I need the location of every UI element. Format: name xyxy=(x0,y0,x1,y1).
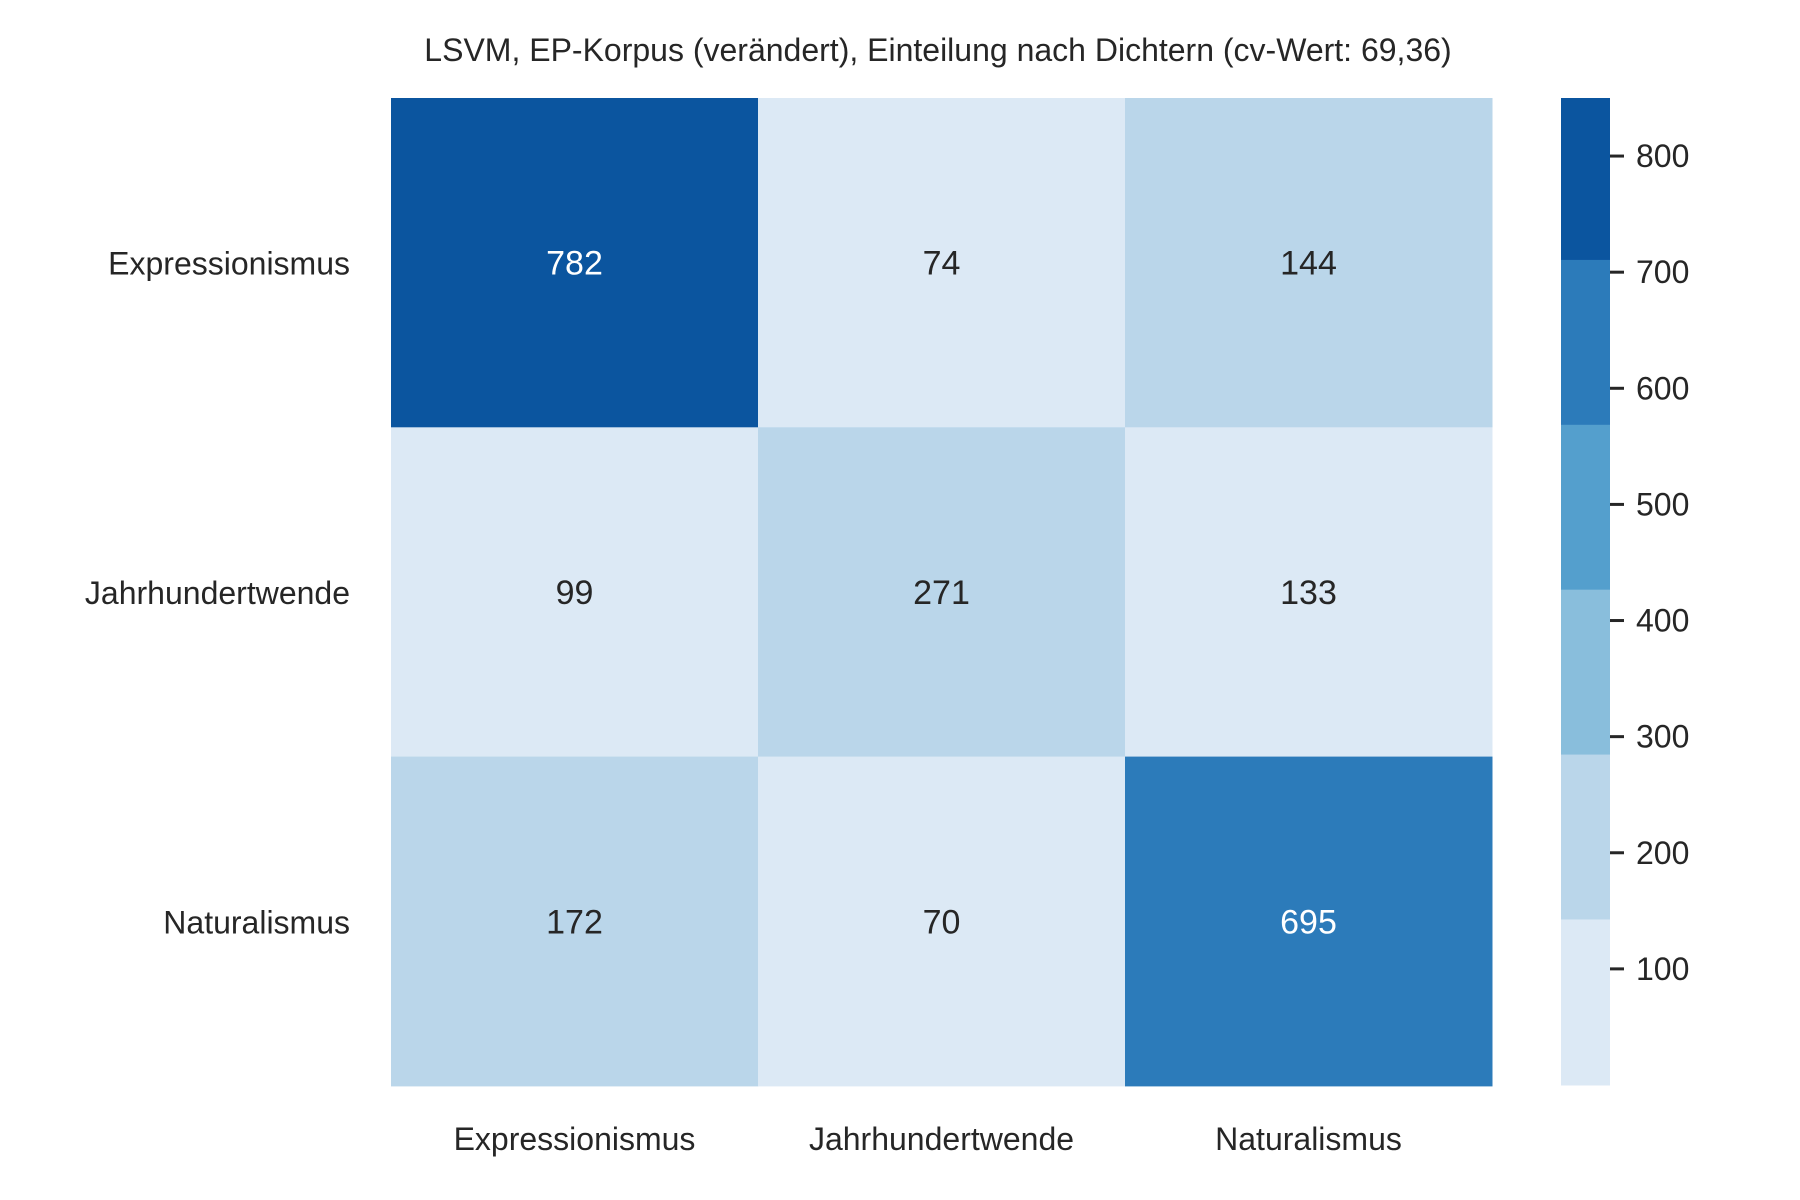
row-tick-label: Jahrhundertwende xyxy=(85,575,350,611)
column-tick-label: Jahrhundertwende xyxy=(809,1121,1074,1157)
row-tick-label: Naturalismus xyxy=(163,904,350,940)
chart-title: LSVM, EP-Korpus (verändert), Einteilung … xyxy=(424,32,1451,68)
cell-value-label: 172 xyxy=(546,903,603,941)
colorbar-tick-label: 100 xyxy=(1636,951,1689,987)
column-tick-label: Naturalismus xyxy=(1215,1121,1402,1157)
column-tick-labels: Expressionismus Jahrhundertwende Naturalis… xyxy=(454,1121,1402,1157)
heatmap-cell xyxy=(758,98,1126,428)
cell-value-label: 133 xyxy=(1280,574,1337,612)
colorbar-tick-label: 500 xyxy=(1636,486,1689,522)
cell-value-label: 70 xyxy=(923,903,961,941)
heatmap-cell xyxy=(1125,756,1493,1087)
colorbar-tick-label: 600 xyxy=(1636,370,1689,406)
column-tick-label: Expressionismus xyxy=(454,1121,696,1157)
cell-value-labels: 782 74 144 99 271 133 172 70 695 xyxy=(546,245,1337,942)
colorbar-band xyxy=(1561,98,1610,260)
cell-value-label: 271 xyxy=(913,574,970,612)
cell-value-label: 74 xyxy=(923,245,961,283)
colorbar-band xyxy=(1561,259,1610,425)
heatmap-cell xyxy=(758,756,1126,1087)
colorbar-tick-label: 400 xyxy=(1636,603,1689,639)
cell-value-label: 695 xyxy=(1280,903,1337,941)
colorbar-band xyxy=(1561,754,1610,920)
row-tick-label: Expressionismus xyxy=(108,246,350,282)
heatmap-cell xyxy=(391,427,759,758)
heatmap-cell xyxy=(1125,98,1493,428)
colorbar: 100 200 300 400 500 600 700 800 xyxy=(1561,98,1689,1086)
heatmap-cell xyxy=(391,756,759,1087)
colorbar-band xyxy=(1561,918,1610,1086)
cell-value-label: 99 xyxy=(556,574,594,612)
heatmap-cell xyxy=(391,98,759,428)
heatmap-cell xyxy=(1125,427,1493,758)
colorbar-band xyxy=(1561,589,1610,755)
heatmap-cells xyxy=(391,98,1493,1087)
colorbar-band xyxy=(1561,424,1610,590)
row-tick-labels: Expressionismus Jahrhundertwende Naturalis… xyxy=(85,246,350,941)
cell-value-label: 782 xyxy=(546,245,603,283)
heatmap-cell xyxy=(758,427,1126,758)
colorbar-tick-label: 800 xyxy=(1636,138,1689,174)
colorbar-tick-label: 700 xyxy=(1636,254,1689,290)
cell-value-label: 144 xyxy=(1280,245,1337,283)
colorbar-tick-label: 300 xyxy=(1636,719,1689,755)
colorbar-tick-label: 200 xyxy=(1636,835,1689,871)
